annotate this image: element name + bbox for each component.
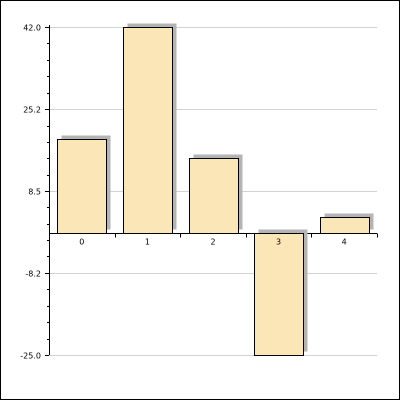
- y-tick-label: 25.2: [23, 106, 41, 115]
- x-tick-label: 3: [276, 238, 281, 247]
- x-tick-label: 0: [79, 238, 84, 247]
- bar: [254, 233, 304, 356]
- y-tick-label: -8.2: [25, 270, 41, 279]
- y-tick-label: -25.0: [20, 352, 41, 361]
- bar: [189, 158, 239, 234]
- x-tick-label: 1: [145, 238, 150, 247]
- x-tick-label: 2: [210, 238, 215, 247]
- y-tick-label: 8.5: [28, 188, 41, 197]
- bar: [320, 217, 370, 234]
- y-tick-labels: 42.0 25.2 8.5 -8.2 -25.0: [20, 24, 41, 361]
- y-tick-label: 42.0: [23, 24, 41, 33]
- bar: [57, 139, 107, 234]
- bar-layer: [57, 27, 370, 356]
- x-tick-label: 4: [342, 238, 347, 247]
- bar: [123, 27, 173, 234]
- x-tick-labels: 0 1 2 3 4: [79, 238, 346, 247]
